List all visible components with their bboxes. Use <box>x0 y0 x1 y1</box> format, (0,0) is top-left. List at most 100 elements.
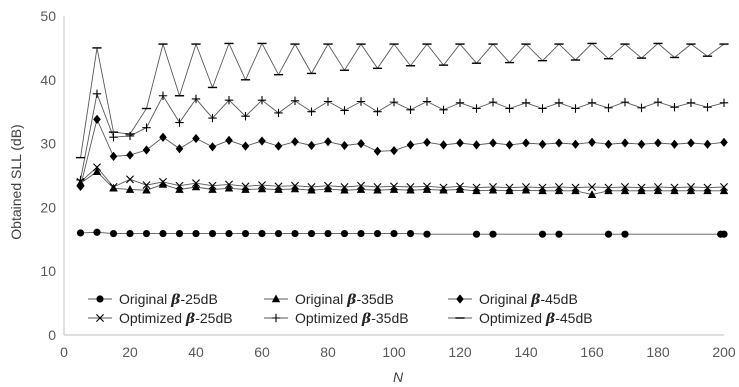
data-point-2-12 <box>274 141 283 151</box>
series-points-5 <box>75 42 729 159</box>
data-point-0-9 <box>225 229 233 238</box>
data-point-0-25 <box>555 230 563 238</box>
data-point-3-6 <box>175 181 184 190</box>
data-point-4-19 <box>389 97 399 107</box>
series-line-5 <box>80 42 725 158</box>
data-point-4-22 <box>439 105 448 114</box>
data-point-0-3 <box>126 229 134 238</box>
data-point-4-36 <box>670 103 679 112</box>
x-tick-label: 160 <box>580 344 604 360</box>
data-point-4-16 <box>340 106 349 115</box>
data-point-4-33 <box>620 97 630 107</box>
data-point-4-6 <box>175 118 184 127</box>
data-point-4-26 <box>505 104 514 113</box>
data-point-1-20 <box>406 185 415 194</box>
data-point-0-17 <box>357 229 365 238</box>
tick-labels: 0 20 40 60 80 100 120 140 160 180 200 0 10 20 30 40 50 <box>40 8 735 360</box>
data-point-3-27 <box>522 182 530 191</box>
data-point-3-1 <box>93 163 101 172</box>
data-point-2-18 <box>373 146 382 156</box>
data-point-1-23 <box>455 185 465 193</box>
data-point-0-5 <box>159 229 167 238</box>
axes <box>63 16 724 336</box>
data-point-3-11 <box>258 181 266 190</box>
data-point-2-7 <box>192 133 200 144</box>
data-point-3-4 <box>142 181 151 190</box>
legend-item: Original β-45dB <box>448 291 578 308</box>
data-point-2-11 <box>258 136 266 146</box>
data-point-3-15 <box>324 181 332 190</box>
data-point-1-25 <box>488 185 498 194</box>
data-point-3-37 <box>687 182 695 191</box>
data-point-3-20 <box>406 182 415 191</box>
data-point-0-19 <box>390 229 398 238</box>
data-point-2-22 <box>439 140 448 150</box>
x-tick-label: 100 <box>382 344 406 360</box>
data-point-4-24 <box>472 104 481 113</box>
legend: Original β-25dB Original β-35dB Original β… <box>88 291 593 327</box>
data-point-2-13 <box>291 137 299 147</box>
data-point-1-4 <box>142 185 151 194</box>
data-point-0-2 <box>109 229 118 238</box>
data-point-4-4 <box>142 123 151 132</box>
legend-marker <box>456 294 464 304</box>
legend-item: Optimized β-45dB <box>448 310 593 327</box>
data-point-1-6 <box>175 185 184 193</box>
data-point-3-21 <box>423 182 431 191</box>
data-point-3-12 <box>274 182 283 191</box>
legend-label: Optimized β-35dB <box>295 310 409 327</box>
data-point-2-14 <box>307 140 316 151</box>
data-point-0-22 <box>472 230 481 238</box>
data-point-2-30 <box>571 139 580 149</box>
legend-item: Original β-35dB <box>264 291 394 308</box>
data-point-3-23 <box>456 182 464 191</box>
y-tick-label: 50 <box>40 8 56 24</box>
data-point-3-5 <box>159 177 167 186</box>
data-point-1-16 <box>340 185 349 194</box>
data-point-0-15 <box>324 229 332 238</box>
data-point-2-39 <box>720 137 728 147</box>
data-point-4-13 <box>290 96 300 106</box>
data-point-1-1 <box>92 167 102 175</box>
data-point-3-10 <box>241 182 250 191</box>
data-point-0-16 <box>340 229 349 238</box>
data-point-1-27 <box>521 185 531 194</box>
data-point-4-17 <box>356 97 366 106</box>
data-point-4-14 <box>307 107 316 116</box>
data-point-3-7 <box>192 179 200 188</box>
data-point-0-1 <box>93 228 101 236</box>
y-tick-label: 10 <box>40 263 56 279</box>
data-point-2-29 <box>555 138 563 148</box>
data-point-2-15 <box>324 137 332 147</box>
x-tick-label: 140 <box>514 344 538 360</box>
data-point-4-27 <box>521 98 531 107</box>
data-point-4-1 <box>92 89 102 99</box>
data-point-3-9 <box>225 180 233 189</box>
legend-label: Original β-25dB <box>119 291 218 308</box>
series-points-3 <box>76 163 728 192</box>
data-point-4-29 <box>554 98 564 107</box>
x-tick-label: 80 <box>320 344 336 360</box>
data-point-4-9 <box>224 96 234 105</box>
series-points-2 <box>76 114 728 191</box>
data-point-3-31 <box>588 182 596 191</box>
data-point-3-16 <box>340 182 349 191</box>
data-point-4-10 <box>241 111 250 121</box>
data-point-4-20 <box>406 105 415 114</box>
data-point-1-26 <box>505 186 514 195</box>
data-point-3-3 <box>126 175 134 184</box>
data-point-4-21 <box>422 97 432 106</box>
data-point-2-10 <box>241 141 250 151</box>
series-markers <box>75 42 729 238</box>
data-point-3-22 <box>439 183 448 192</box>
data-point-4-34 <box>637 103 646 113</box>
x-tick-label: 0 <box>60 344 68 360</box>
data-point-3-14 <box>307 182 316 191</box>
data-point-2-35 <box>654 138 662 148</box>
legend-label: Original β-35dB <box>295 291 394 308</box>
data-point-1-37 <box>686 186 696 195</box>
data-point-0-18 <box>373 229 382 238</box>
data-point-3-38 <box>703 183 712 192</box>
data-point-0-13 <box>291 229 299 238</box>
data-point-1-33 <box>620 186 630 195</box>
